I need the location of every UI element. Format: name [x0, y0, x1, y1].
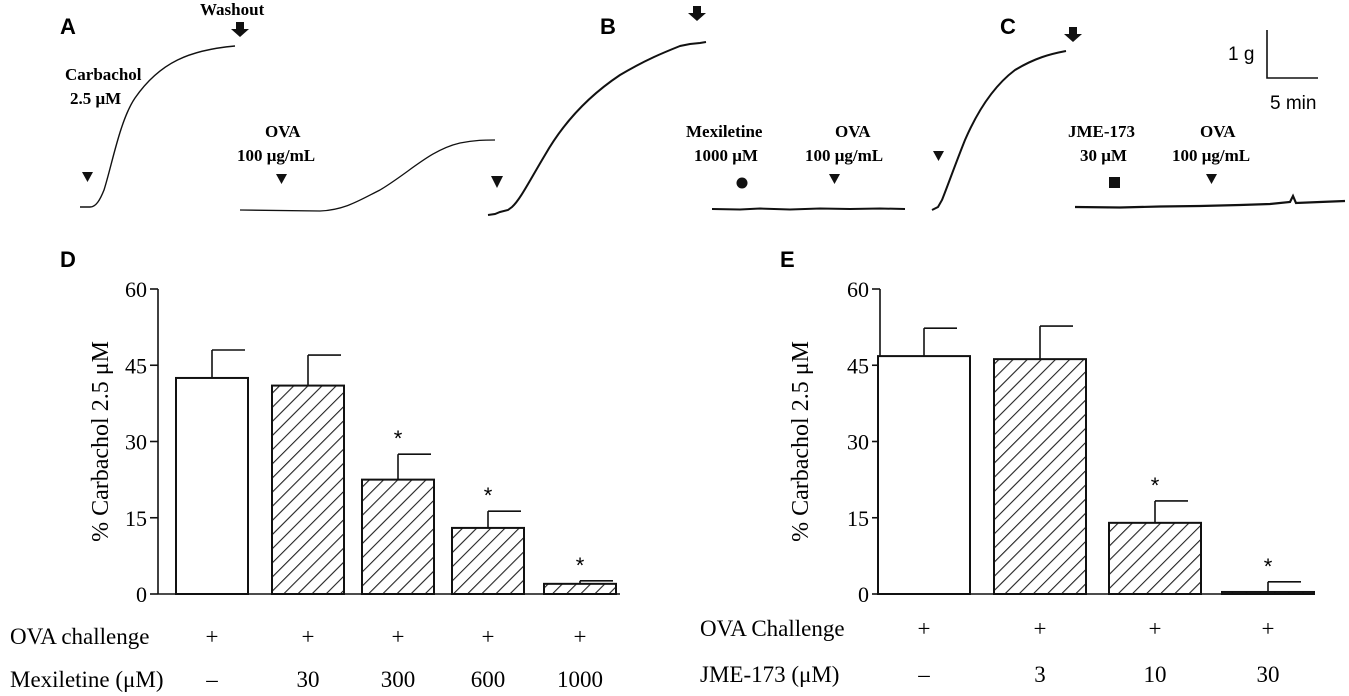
y-axis-label: % Carbachol 2.5 μM: [788, 341, 814, 542]
ova-label-b-line2: 100 μg/mL: [805, 146, 883, 165]
panel-label-d: D: [60, 247, 76, 272]
washout-label: Washout: [200, 0, 265, 19]
bar-2: [993, 358, 1087, 595]
carbachol-trace-line: [80, 45, 236, 208]
scale-bar: [1266, 30, 1318, 79]
concentration-value: 10: [1144, 662, 1167, 687]
concentration-row-label: Mexiletine (μM): [10, 667, 164, 692]
concentration-value: 600: [471, 667, 506, 692]
carbachol-trace-b-line: [487, 41, 707, 216]
concentration-value: 30: [297, 667, 320, 692]
bar-5: [543, 582, 617, 595]
bar-3: [361, 478, 435, 595]
drug-label-b-line1: Mexiletine: [686, 122, 763, 141]
bar-chart-e: 0 15 30 45 60 % Carbachol 2.5 μM + – +3 * +10 * +30 O…: [700, 277, 1315, 687]
carbachol-marker-b-icon: [491, 176, 503, 188]
ova-trace-c-line: [1074, 193, 1346, 209]
concentration-value: 300: [381, 667, 416, 692]
y-tick-label: 60: [125, 277, 147, 302]
ova-challenge-value: +: [574, 624, 587, 649]
significance-star-5: *: [576, 553, 585, 578]
washout-arrow-c-icon: [1064, 27, 1082, 42]
ova-marker-b-icon: [829, 174, 840, 184]
y-tick-label: 0: [858, 582, 869, 607]
concentration-value: 1000: [557, 667, 603, 692]
y-tick-label: 15: [847, 506, 869, 531]
ova-challenge-value: +: [302, 624, 315, 649]
ova-challenge-value: +: [392, 624, 405, 649]
significance-star-3: *: [394, 426, 403, 451]
y-tick-label: 15: [125, 506, 147, 531]
significance-star-4: *: [484, 483, 493, 508]
y-tick-label: 45: [847, 353, 869, 378]
mexiletine-marker-icon: [736, 177, 748, 189]
trace-panel-c: C JME-173 30 μM OVA 100 μg/mL 1 g 5 min: [931, 14, 1346, 211]
significance-star-4: *: [1264, 554, 1273, 579]
y-tick-label: 30: [847, 430, 869, 455]
carbachol-trace-c-line: [931, 50, 1067, 211]
carbachol-marker-c-icon: [933, 151, 944, 161]
panel-label-c: C: [1000, 14, 1016, 39]
ova-label-b-line1: OVA: [835, 122, 871, 141]
bar-chart-d: 0 15 30 45 60 % Carbachol 2.5 μM + – +30 * +300 * +6…: [10, 277, 620, 692]
y-tick-label: 45: [125, 353, 147, 378]
scale-bar-vertical-label: 1 g: [1228, 44, 1254, 65]
ova-challenge-value: +: [206, 624, 219, 649]
bar-4: [1221, 590, 1315, 596]
y-axis-label: % Carbachol 2.5 μM: [88, 341, 114, 542]
y-tick-label: 60: [847, 277, 869, 302]
ova-label-c-line2: 100 μg/mL: [1172, 146, 1250, 165]
ova-trace-a-line: [239, 139, 496, 212]
concentration-value: 3: [1034, 662, 1046, 687]
jme173-marker-icon: [1109, 177, 1120, 188]
ova-challenge-value: +: [1262, 616, 1275, 641]
concentration-row-label: JME-173 (μM): [700, 662, 839, 687]
concentration-value: –: [205, 667, 218, 692]
ova-challenge-value: +: [1149, 616, 1162, 641]
bar-3: [1108, 521, 1202, 595]
ova-label-a-line2: 100 μg/mL: [237, 146, 315, 165]
panel-label-b: B: [600, 14, 616, 39]
ova-challenge-row-label: OVA Challenge: [700, 616, 845, 641]
washout-arrow-icon: [231, 22, 249, 37]
ova-challenge-value: +: [1034, 616, 1047, 641]
ova-marker-a-icon: [276, 174, 287, 184]
y-tick-label: 30: [125, 430, 147, 455]
scale-bar-horizontal-label: 5 min: [1270, 93, 1316, 114]
ova-challenge-row-label: OVA challenge: [10, 624, 149, 649]
ova-trace-b-line: [711, 207, 906, 211]
washout-arrow-b-icon: [688, 6, 706, 21]
carbachol-marker-icon: [82, 172, 93, 182]
ova-marker-c-icon: [1206, 174, 1217, 184]
concentration-value: 30: [1257, 662, 1280, 687]
ova-challenge-value: +: [482, 624, 495, 649]
trace-panel-a: A Washout Carbachol 2.5 μM OVA 100 μg/mL: [60, 0, 496, 212]
ova-label-a-line1: OVA: [265, 122, 301, 141]
panel-label-e: E: [780, 247, 795, 272]
ova-challenge-value: +: [918, 616, 931, 641]
significance-star-3: *: [1151, 473, 1160, 498]
bar-1: [877, 355, 971, 595]
drug-label-c-line1: JME-173: [1068, 122, 1135, 141]
concentration-value: –: [917, 662, 930, 687]
bar-1: [175, 376, 249, 596]
trace-panel-b: B Mexiletine 1000 μM OVA 100 μg/mL: [487, 6, 906, 216]
ova-label-c-line1: OVA: [1200, 122, 1236, 141]
y-tick-label: 0: [136, 582, 147, 607]
bar-4: [451, 526, 525, 596]
drug-label-c-line2: 30 μM: [1080, 146, 1127, 165]
panel-label-a: A: [60, 14, 76, 39]
bar-2: [271, 384, 345, 596]
carbachol-label-line2: 2.5 μM: [70, 89, 121, 108]
drug-label-b-line2: 1000 μM: [694, 146, 758, 165]
carbachol-label-line1: Carbachol: [65, 65, 142, 84]
